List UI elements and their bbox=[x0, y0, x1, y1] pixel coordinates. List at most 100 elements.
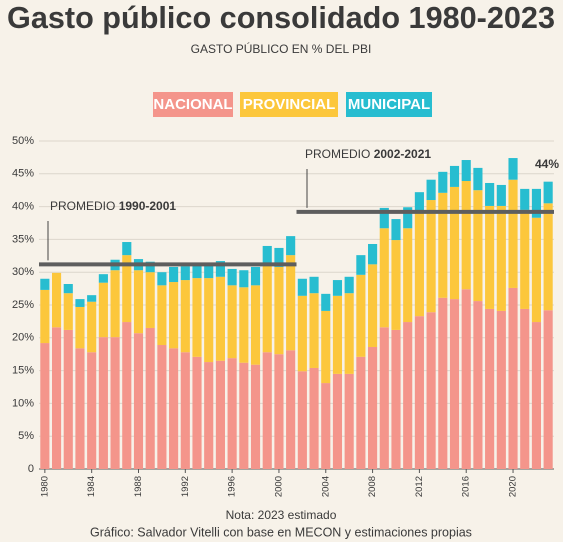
bar-segment bbox=[461, 289, 471, 469]
bar-segment bbox=[321, 383, 331, 469]
bar-segment bbox=[531, 322, 542, 469]
bar-segment bbox=[438, 297, 448, 469]
bar-segment bbox=[110, 337, 120, 469]
bar-segment bbox=[227, 285, 237, 359]
bar-segment bbox=[297, 295, 307, 372]
bar-segment bbox=[239, 270, 249, 288]
bar-segment bbox=[274, 247, 284, 267]
bar-segment bbox=[531, 217, 542, 323]
x-tick-label: 2008 bbox=[367, 476, 378, 497]
bar-segment bbox=[75, 306, 85, 349]
bar-segment bbox=[403, 228, 413, 323]
bar-segment bbox=[180, 280, 190, 353]
average-label-text: PROMEDIO bbox=[50, 199, 115, 213]
x-tick-label: 1984 bbox=[86, 476, 97, 497]
average-period: 2002-2021 bbox=[374, 147, 432, 161]
bar-segment bbox=[297, 278, 307, 296]
bar-segment bbox=[403, 207, 413, 229]
average-label: PROMEDIO 1990-2001 bbox=[50, 199, 176, 213]
bar-segment bbox=[508, 179, 518, 288]
bar-segment bbox=[379, 207, 389, 229]
legend-swatch bbox=[153, 92, 233, 117]
bar-segment bbox=[473, 190, 483, 302]
source: Gráfico: Salvador Vitelli con base en ME… bbox=[90, 525, 472, 539]
y-tick-label: 45% bbox=[12, 168, 34, 180]
bar-segment bbox=[192, 356, 202, 469]
bar-segment bbox=[461, 181, 471, 290]
bar-segment bbox=[426, 200, 436, 313]
bar-segment bbox=[239, 287, 249, 363]
bar-segment bbox=[309, 293, 319, 368]
chart-subtitle: GASTO PÚBLICO EN % DEL PBI bbox=[191, 41, 372, 56]
bar-segment bbox=[40, 343, 50, 469]
bar-segment bbox=[496, 310, 506, 469]
bar-segment bbox=[204, 362, 214, 469]
average-period: 1990-2001 bbox=[119, 199, 177, 213]
bar-segment bbox=[496, 184, 506, 206]
legend-label: NACIONAL bbox=[153, 96, 232, 113]
bar-segment bbox=[485, 308, 495, 469]
bar-segment bbox=[204, 278, 214, 363]
bar-segment bbox=[250, 364, 261, 469]
bar-segment bbox=[63, 329, 73, 469]
bar-segment bbox=[133, 270, 144, 334]
bar-segment bbox=[98, 337, 108, 469]
x-tick-label: 2016 bbox=[461, 476, 472, 497]
bar-segment bbox=[87, 352, 97, 469]
bar-segment bbox=[449, 165, 460, 187]
x-tick-label: 2004 bbox=[320, 476, 331, 497]
legend-swatch bbox=[346, 92, 432, 117]
bar-segment bbox=[309, 276, 319, 294]
bar-segment bbox=[145, 272, 155, 328]
bar-segment bbox=[157, 272, 167, 286]
bar-segment bbox=[356, 274, 366, 357]
bar-segment bbox=[473, 167, 483, 191]
bar-segment bbox=[262, 352, 272, 469]
x-tick-label: 2020 bbox=[508, 476, 519, 497]
bar-segment bbox=[40, 289, 50, 344]
bar-segment bbox=[332, 295, 343, 374]
bar-segment bbox=[531, 188, 542, 218]
bar-segment bbox=[157, 345, 167, 469]
bar-segment bbox=[63, 293, 73, 330]
bar-segment bbox=[262, 264, 272, 353]
bar-segment bbox=[110, 270, 120, 338]
x-tick-label: 1988 bbox=[133, 476, 144, 497]
average-label-text: PROMEDIO bbox=[305, 147, 370, 161]
bar-segment bbox=[485, 182, 495, 206]
bar-segment bbox=[543, 181, 553, 204]
x-tick-label: 1996 bbox=[227, 476, 238, 497]
bar-segment bbox=[169, 348, 179, 469]
bar-segment bbox=[98, 282, 108, 338]
bar-segment bbox=[520, 308, 530, 469]
bar-segment bbox=[496, 205, 506, 311]
bar-segment bbox=[414, 316, 424, 469]
x-tick-label: 1980 bbox=[39, 476, 50, 497]
bar-segment bbox=[321, 310, 331, 384]
bar-segment bbox=[204, 263, 214, 279]
bar-segment bbox=[215, 276, 225, 361]
bar-segment bbox=[169, 282, 179, 349]
bar-segment bbox=[391, 219, 401, 241]
bar-segment bbox=[239, 362, 249, 469]
y-tick-label: 15% bbox=[12, 365, 34, 377]
bar-segment bbox=[180, 352, 190, 469]
bar-segment bbox=[368, 264, 378, 347]
bar-segment bbox=[520, 188, 530, 210]
bar-segment bbox=[426, 312, 436, 469]
bar-segment bbox=[63, 284, 73, 294]
bar-segment bbox=[403, 322, 413, 469]
bar-segment bbox=[87, 295, 97, 302]
bar-segment bbox=[508, 158, 518, 180]
bar-segment bbox=[262, 245, 272, 265]
bar-segment bbox=[344, 276, 354, 294]
bar-segment bbox=[485, 205, 495, 309]
bar-segment bbox=[368, 243, 378, 265]
bar-segment bbox=[75, 299, 85, 307]
bar-segment bbox=[344, 293, 354, 374]
bar-segment bbox=[157, 285, 167, 346]
bar-segment bbox=[391, 240, 401, 330]
bar-segment bbox=[356, 255, 366, 275]
